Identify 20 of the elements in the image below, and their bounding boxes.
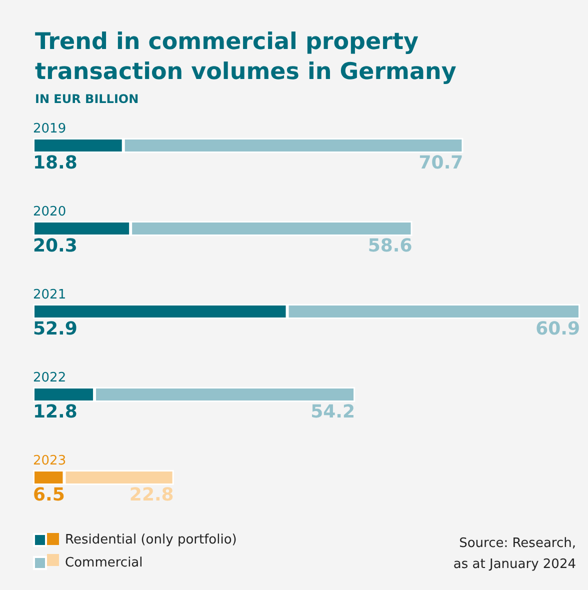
legend-label: Residential (only portfolio) xyxy=(65,532,237,548)
data-label: 58.6 xyxy=(368,236,412,256)
y-tick-label: 2022 xyxy=(33,370,66,386)
data-label: 20.3 xyxy=(33,236,78,256)
data-label: 22.8 xyxy=(129,484,174,506)
data-label: 52.9 xyxy=(33,318,78,340)
y-tick-label: 2020 xyxy=(33,204,66,220)
source-note: Source: Research, as at January 2024 xyxy=(453,536,576,572)
y-tick-label: 2021 xyxy=(33,288,66,302)
data-label: 54.2 xyxy=(310,402,356,422)
chart-title: Trend in commercial property transaction volumes in Germany xyxy=(35,29,456,85)
data-label: 18.8 xyxy=(33,152,78,174)
data-label: 60.9 xyxy=(536,318,580,340)
y-tick-label: 2023 xyxy=(33,454,66,468)
legend-label: Commercial xyxy=(65,556,143,570)
y-tick-label: 2019 xyxy=(33,122,66,136)
chart-subtitle: IN EUR BILLION xyxy=(35,92,139,106)
data-label: 6.5 xyxy=(33,484,65,506)
data-label: 70.7 xyxy=(418,152,464,174)
data-label: 12.8 xyxy=(33,402,78,422)
